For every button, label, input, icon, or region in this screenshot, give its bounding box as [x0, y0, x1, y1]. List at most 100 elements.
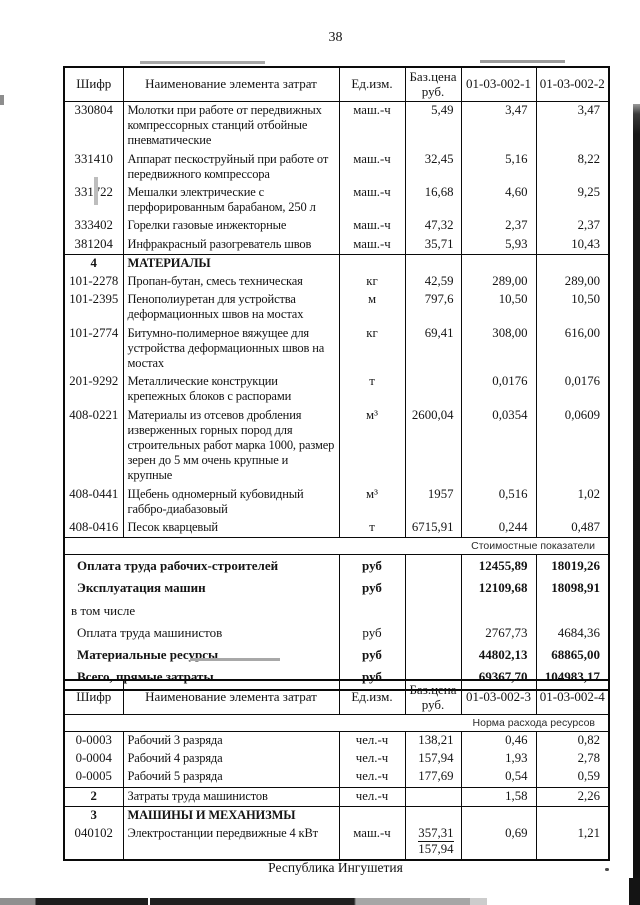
header-norm-3: 01-03-002-3 — [460, 679, 537, 715]
summary-row: Оплата труда машинистов руб 2767,73 4684… — [63, 621, 610, 645]
cell-name: Песок кварцевый — [122, 519, 340, 538]
section-row-materials: 4 МАТЕРИАЛЫ — [63, 253, 610, 274]
cell-value-2: 0,487 — [535, 519, 610, 538]
summary-value-2: 18098,91 — [535, 577, 610, 600]
cell-code: 201-9292 — [63, 373, 124, 407]
cell-value-2: 2,37 — [535, 217, 610, 236]
table-row: 0-0004 Рабочий 4 разряда чел.-ч 157,94 1… — [63, 750, 610, 769]
cell-base-price — [404, 786, 462, 807]
cell-value-2: 2,26 — [535, 786, 610, 807]
header-base-price: Баз.цена руб. — [404, 66, 462, 102]
cell-name: Аппарат пескоструйный при работе от пере… — [122, 150, 340, 185]
cell-name: Затраты труда машинистов — [122, 786, 340, 807]
cell-unit: чел.-ч — [338, 768, 406, 788]
header-norm-1: 01-03-002-1 — [460, 66, 537, 102]
summary-label: Оплата труда рабочих-строителей — [63, 554, 340, 578]
cell-name: Битумно-полимерное вяжущее для устройств… — [122, 324, 340, 374]
cell-base-price-fraction: 357,31 157,94 — [404, 825, 462, 861]
cell-value-2: 10,50 — [535, 291, 610, 325]
table-row: 0-0005 Рабочий 5 разряда чел.-ч 177,69 0… — [63, 768, 610, 788]
table-row: 101-2395 Пенополиуретан для устройства д… — [63, 291, 610, 325]
cell-base-price: 6715,91 — [404, 519, 462, 538]
cell-code: 101-2278 — [63, 273, 124, 292]
cell-code: 333402 — [63, 217, 124, 236]
summary-label: Оплата труда машинистов — [63, 621, 340, 645]
cell-unit: маш.-ч — [338, 101, 406, 151]
cell-code: 0-0004 — [63, 750, 124, 769]
cell-unit: м³ — [338, 406, 406, 486]
cell-base-price: 42,59 — [404, 273, 462, 292]
cell-name: Рабочий 4 разряда — [122, 750, 340, 769]
summary-value-2: 4684,36 — [535, 621, 610, 645]
cell-base-price: 5,49 — [404, 101, 462, 151]
scan-artifact-right-bar-foot — [629, 878, 640, 905]
cell-value-2: 9,25 — [535, 184, 610, 218]
summary-row: в том числе — [63, 599, 610, 622]
region-footer: Республика Ингушетия — [268, 860, 403, 875]
cell-value-1: 5,93 — [460, 235, 537, 255]
summary-label: в том числе — [63, 599, 340, 622]
cell-code: 408-0416 — [63, 519, 124, 538]
base-price-denominator: 157,94 — [418, 842, 454, 857]
cell-unit: маш.-ч — [338, 217, 406, 236]
table-row: 381204 Инфракрасный разогреватель швов м… — [63, 235, 610, 255]
cell-value-1: 0,46 — [460, 731, 537, 751]
table-header-row: Шифр Наименование элемента затрат Ед.изм… — [63, 66, 610, 102]
summary-label: Материальные ресурсы — [63, 644, 340, 667]
table-row: 101-2278 Пропан-бутан, смесь техническая… — [63, 273, 610, 292]
summary-value-2: 18019,26 — [535, 554, 610, 578]
header-unit: Ед.изм. — [338, 66, 406, 102]
table-row: 333402 Горелки газовые инжекторные маш.-… — [63, 217, 610, 236]
header-unit: Ед.изм. — [338, 679, 406, 715]
cell-value-1: 308,00 — [460, 324, 537, 374]
scan-artifact-smudge — [480, 60, 565, 63]
cell-base-price: 35,71 — [404, 235, 462, 255]
cell-section-title: МАТЕРИАЛЫ — [122, 253, 340, 274]
cell-value-1: 1,58 — [460, 786, 537, 807]
scan-artifact-smudge — [140, 61, 265, 64]
cell-name: Электростанции передвижные 4 кВт — [122, 825, 340, 861]
cell-value-1: 10,50 — [460, 291, 537, 325]
cell-value-1: 0,0176 — [460, 373, 537, 407]
cell-base-price: 177,69 — [404, 768, 462, 788]
cost-table-1: Шифр Наименование элемента затрат Ед.изм… — [63, 66, 610, 691]
cell-value-1: 5,16 — [460, 150, 537, 185]
cell-code: 101-2774 — [63, 324, 124, 374]
table-row: 330804 Молотки при работе от передвижных… — [63, 101, 610, 151]
cell-base-price: 69,41 — [404, 324, 462, 374]
cell-value-2: 2,78 — [535, 750, 610, 769]
cell-value-2: 0,0609 — [535, 406, 610, 486]
table-row: 408-0441 Щебень одномерный кубовидный га… — [63, 485, 610, 520]
header-norm-2: 01-03-002-2 — [535, 66, 610, 102]
cell-name: Горелки газовые инжекторные — [122, 217, 340, 236]
summary-unit: руб — [338, 554, 406, 578]
table-row: 101-2774 Битумно-полимерное вяжущее для … — [63, 324, 610, 374]
cell-value-2: 289,00 — [535, 273, 610, 292]
cell-base-price — [404, 373, 462, 407]
header-name: Наименование элемента затрат — [122, 679, 340, 715]
cell-base-price: 157,94 — [404, 750, 462, 769]
cell-base-price: 138,21 — [404, 731, 462, 751]
cell-code: 408-0221 — [63, 406, 124, 486]
cell-value-1: 289,00 — [460, 273, 537, 292]
cell-base-price: 1957 — [404, 485, 462, 520]
summary-row: Материальные ресурсы руб 44802,13 68865,… — [63, 644, 610, 667]
table-header-row: Шифр Наименование элемента затрат Ед.изм… — [63, 679, 610, 715]
cell-name: Рабочий 5 разряда — [122, 768, 340, 788]
section-row-machines: 3 МАШИНЫ И МЕХАНИЗМЫ — [63, 805, 610, 826]
summary-value-1: 12109,68 — [460, 577, 537, 600]
cell-value-2: 0,0176 — [535, 373, 610, 407]
summary-value-1: 12455,89 — [460, 554, 537, 578]
cell-name: Щебень одномерный кубовидный габбро-диаб… — [122, 485, 340, 520]
cell-code: 101-2395 — [63, 291, 124, 325]
cell-name: Металлические конструкции крепежных блок… — [122, 373, 340, 407]
cell-code: 040102 — [63, 825, 124, 861]
scan-artifact-smudge — [94, 177, 98, 205]
cell-value-2: 616,00 — [535, 324, 610, 374]
cell-value-2: 1,02 — [535, 485, 610, 520]
cell-name: Пенополиуретан для устройства деформацио… — [122, 291, 340, 325]
scan-artifact-right-bar — [633, 104, 640, 905]
table-row: 408-0221 Материалы из отсевов дробления … — [63, 406, 610, 486]
note-label: Стоимостные показатели — [63, 537, 610, 556]
